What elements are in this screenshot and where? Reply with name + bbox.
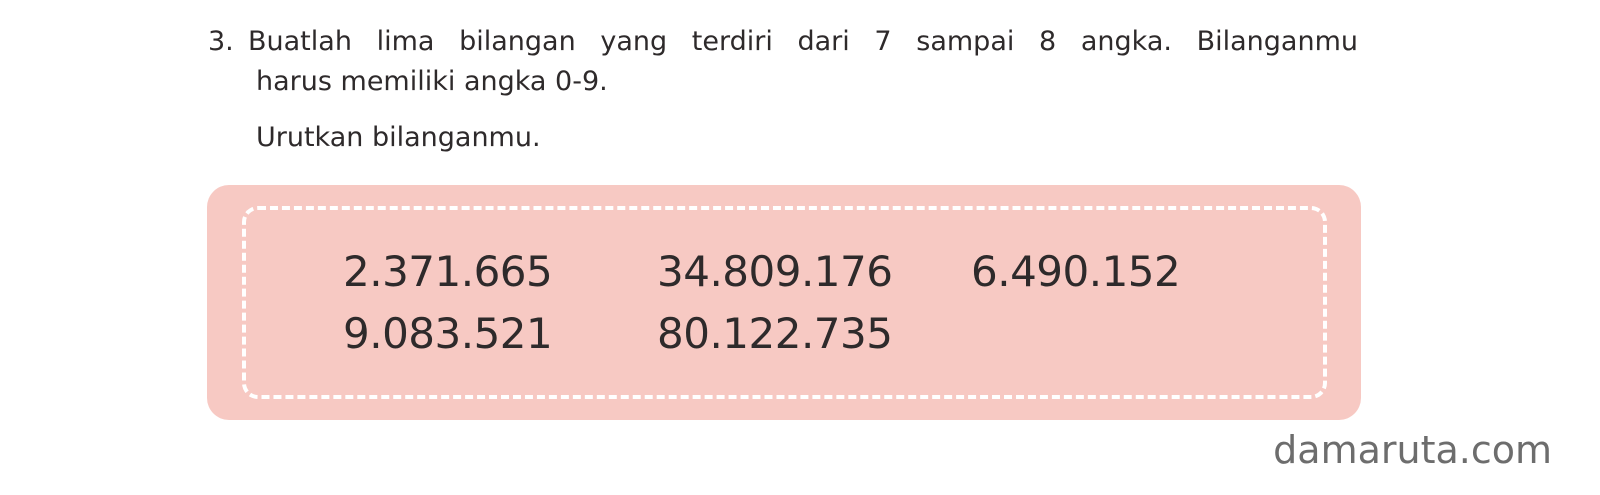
watermark: damaruta.com — [1273, 428, 1552, 472]
number-item: 6.490.152 — [971, 247, 1181, 296]
dashed-border — [242, 206, 1327, 399]
question-number: 3. — [208, 26, 234, 57]
question-text-line1: Buatlah lima bilangan yang terdiri dari … — [248, 26, 1358, 57]
number-item: 80.122.735 — [657, 309, 893, 358]
number-item: 9.083.521 — [343, 309, 553, 358]
answer-box: 2.371.665 34.809.176 6.490.152 9.083.521… — [207, 185, 1361, 420]
instruction-text: Urutkan bilanganmu. — [256, 122, 541, 153]
number-item: 34.809.176 — [657, 247, 893, 296]
number-item: 2.371.665 — [343, 247, 553, 296]
question-text-line2: harus memiliki angka 0-9. — [256, 66, 608, 97]
